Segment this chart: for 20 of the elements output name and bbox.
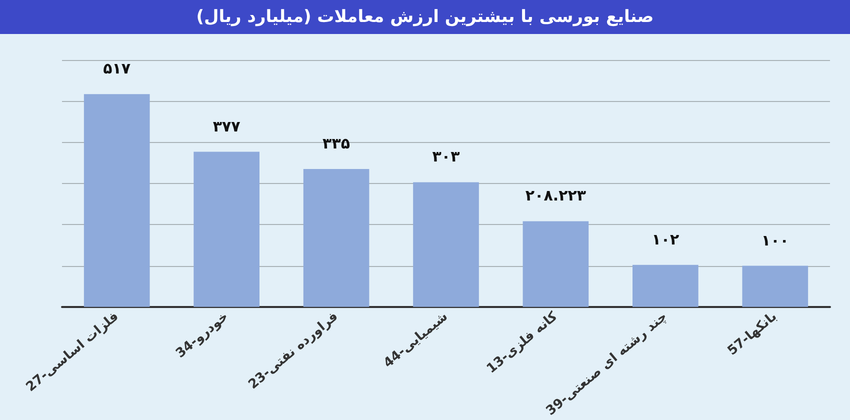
bar	[303, 169, 370, 307]
bar	[413, 182, 479, 307]
bar	[632, 264, 698, 307]
data-label: ۲۰۸.۲۲۳	[525, 186, 586, 205]
x-tick-label: 57-بانکها	[725, 309, 780, 359]
data-label: ۵۱۷	[103, 60, 131, 78]
data-label: ۱۰۰	[761, 231, 789, 250]
data-label: ۳۳۵	[322, 134, 350, 153]
x-tick-label: 27-فلزات اساسی	[24, 309, 122, 395]
bar	[84, 94, 150, 307]
bar	[522, 221, 589, 307]
data-label: ۱۰۲	[652, 230, 680, 248]
x-tick-label: 23-فراورده نفتی	[246, 309, 342, 392]
chart-title: صنایع بورسی با بیشترین ارزش معاملات (میلیارد ریال)	[0, 0, 850, 34]
bar	[742, 266, 808, 307]
data-label: ۳۰۳	[432, 148, 460, 166]
bar	[194, 152, 260, 307]
data-label: ۳۷۷	[212, 117, 240, 136]
x-tick-label: 34-خودرو	[173, 309, 232, 362]
x-tick-label: 44-شیمیایی	[381, 309, 451, 372]
